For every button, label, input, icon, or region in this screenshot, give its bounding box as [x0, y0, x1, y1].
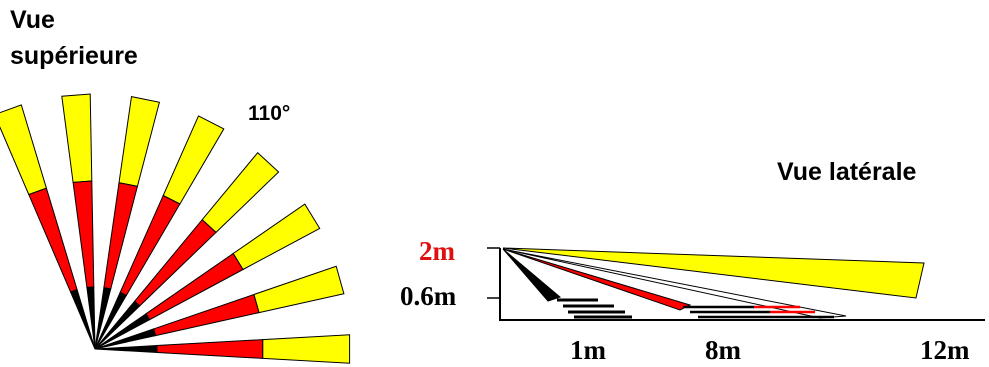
detection-fan [0, 93, 351, 364]
distance-label-8m: 8m [705, 335, 741, 365]
low-height-label: 0.6m [400, 281, 457, 311]
fan-beam-near-zone [94, 328, 157, 350]
fan-beam-near-zone [69, 288, 96, 350]
fan-beam-near-zone [94, 344, 158, 354]
side-black-beam [502, 248, 562, 302]
distance-label-12m: 12m [920, 335, 970, 365]
coverage-angle-label: 110° [248, 102, 291, 125]
fan-beam-near-zone [86, 286, 96, 350]
mount-height-label: 2m [419, 236, 455, 266]
top-view-title-line2: supérieure [10, 42, 138, 70]
side-yellow-beam [502, 247, 925, 299]
fan-beam-near-zone [94, 291, 127, 350]
fan-beam-near-zone [94, 300, 141, 350]
top-view-title-line1: Vue [10, 6, 55, 34]
side-view-title: Vue latérale [777, 158, 917, 186]
fan-beam-near-zone [94, 313, 151, 350]
fan-beam-near-zone [94, 287, 112, 350]
distance-label-1m: 1m [570, 335, 606, 365]
